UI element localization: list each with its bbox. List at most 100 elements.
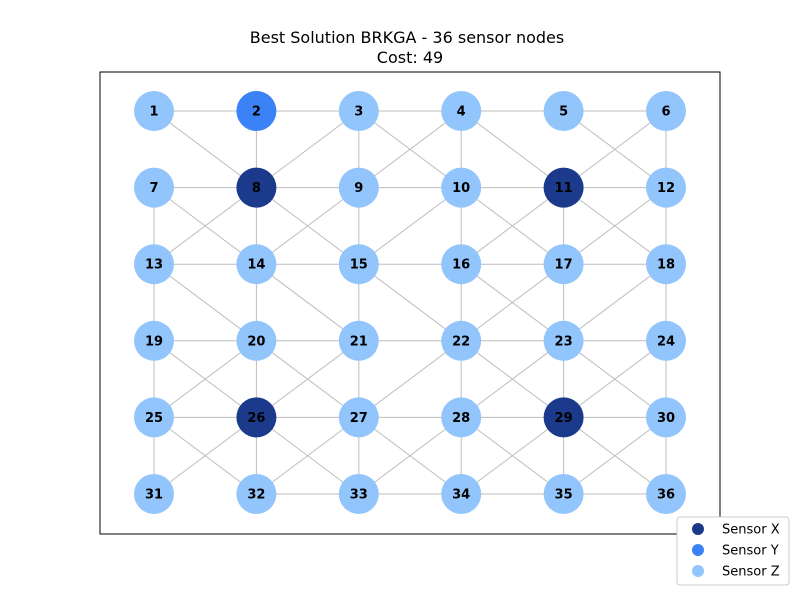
node-label: 20 <box>247 334 265 349</box>
node-circle <box>543 244 584 285</box>
node-circle <box>646 320 686 361</box>
edge-29-34 <box>460 416 564 495</box>
edge-group <box>153 110 667 495</box>
node-label: 34 <box>452 488 470 503</box>
node-circle <box>441 320 482 361</box>
node-label: 17 <box>555 258 573 273</box>
node-19: 19 <box>134 320 174 361</box>
node-label: 35 <box>555 488 573 503</box>
edge-3-8 <box>256 110 360 189</box>
node-circle <box>338 320 379 361</box>
node-circle <box>441 397 482 438</box>
edge-30-35 <box>563 416 667 495</box>
node-33: 33 <box>338 474 379 514</box>
node-circle <box>441 244 482 285</box>
edge-6-11 <box>563 110 667 189</box>
node-circle <box>441 474 482 514</box>
node-label: 16 <box>452 258 470 273</box>
edge-11-16 <box>460 187 564 265</box>
node-16: 16 <box>441 244 482 285</box>
node-12: 12 <box>646 167 686 208</box>
node-label: 5 <box>559 105 568 120</box>
node-31: 31 <box>134 474 174 514</box>
node-4: 4 <box>441 91 482 131</box>
node-circle <box>543 397 584 438</box>
node-27: 27 <box>338 397 379 438</box>
node-label: 7 <box>149 181 158 196</box>
node-circle <box>441 167 482 208</box>
node-18: 18 <box>646 244 686 285</box>
node-label: 26 <box>247 411 265 426</box>
node-circle <box>134 397 174 438</box>
node-15: 15 <box>338 244 379 285</box>
node-2: 2 <box>236 91 277 131</box>
node-21: 21 <box>338 320 379 361</box>
node-circle <box>338 474 379 514</box>
edge-4-9 <box>358 110 462 189</box>
node-24: 24 <box>646 320 686 361</box>
edge-12-17 <box>563 187 667 265</box>
node-22: 22 <box>441 320 482 361</box>
node-label: 19 <box>145 334 163 349</box>
node-circle <box>646 167 686 208</box>
node-circle <box>646 397 686 438</box>
edge-27-32 <box>256 416 360 495</box>
node-circle <box>134 320 174 361</box>
node-label: 15 <box>350 258 368 273</box>
edge-13-20 <box>153 263 257 342</box>
node-circle <box>236 320 277 361</box>
legend-label: Sensor X <box>722 523 780 538</box>
node-label: 30 <box>657 411 675 426</box>
edge-9-14 <box>256 187 360 265</box>
legend: Sensor X Sensor Y Sensor Z <box>676 516 790 586</box>
node-20: 20 <box>236 320 277 361</box>
node-label: 1 <box>149 105 158 120</box>
node-circle <box>646 91 686 131</box>
edge-26-31 <box>153 416 257 495</box>
node-17: 17 <box>543 244 584 285</box>
node-3: 3 <box>338 91 379 131</box>
node-label: 23 <box>555 334 573 349</box>
node-label: 22 <box>452 334 470 349</box>
node-32: 32 <box>236 474 277 514</box>
node-circle <box>236 167 277 208</box>
node-label: 32 <box>247 488 265 503</box>
node-label: 28 <box>452 411 470 426</box>
node-label: 12 <box>657 181 675 196</box>
chart-subtitle: Cost: 49 <box>377 48 443 67</box>
legend-marker <box>692 544 704 556</box>
node-35: 35 <box>543 474 584 514</box>
node-circle <box>338 397 379 438</box>
node-29: 29 <box>543 397 584 438</box>
node-circle <box>134 244 174 285</box>
edge-15-22 <box>358 263 462 342</box>
node-8: 8 <box>236 167 277 208</box>
edge-1-8 <box>153 110 257 189</box>
node-1: 1 <box>134 91 174 131</box>
node-label: 11 <box>555 181 573 196</box>
node-label: 36 <box>657 488 675 503</box>
edge-24-29 <box>563 340 667 418</box>
node-label: 4 <box>457 105 466 120</box>
edge-17-22 <box>460 263 564 342</box>
node-label: 31 <box>145 488 163 503</box>
edge-28-33 <box>358 416 462 495</box>
node-circle <box>338 91 379 131</box>
node-5: 5 <box>543 91 584 131</box>
node-circle <box>134 474 174 514</box>
node-circle <box>236 397 277 438</box>
node-circle <box>441 91 482 131</box>
node-circle <box>134 167 174 208</box>
node-label: 25 <box>145 411 163 426</box>
edge-20-25 <box>153 340 257 418</box>
chart-title: Best Solution BRKGA - 36 sensor nodes <box>250 28 564 47</box>
node-circle <box>338 167 379 208</box>
node-circle <box>338 244 379 285</box>
edge-4-11 <box>460 110 564 189</box>
node-13: 13 <box>134 244 174 285</box>
node-circle <box>543 474 584 514</box>
node-label: 18 <box>657 258 675 273</box>
node-11: 11 <box>543 167 584 208</box>
edge-10-15 <box>358 187 462 265</box>
